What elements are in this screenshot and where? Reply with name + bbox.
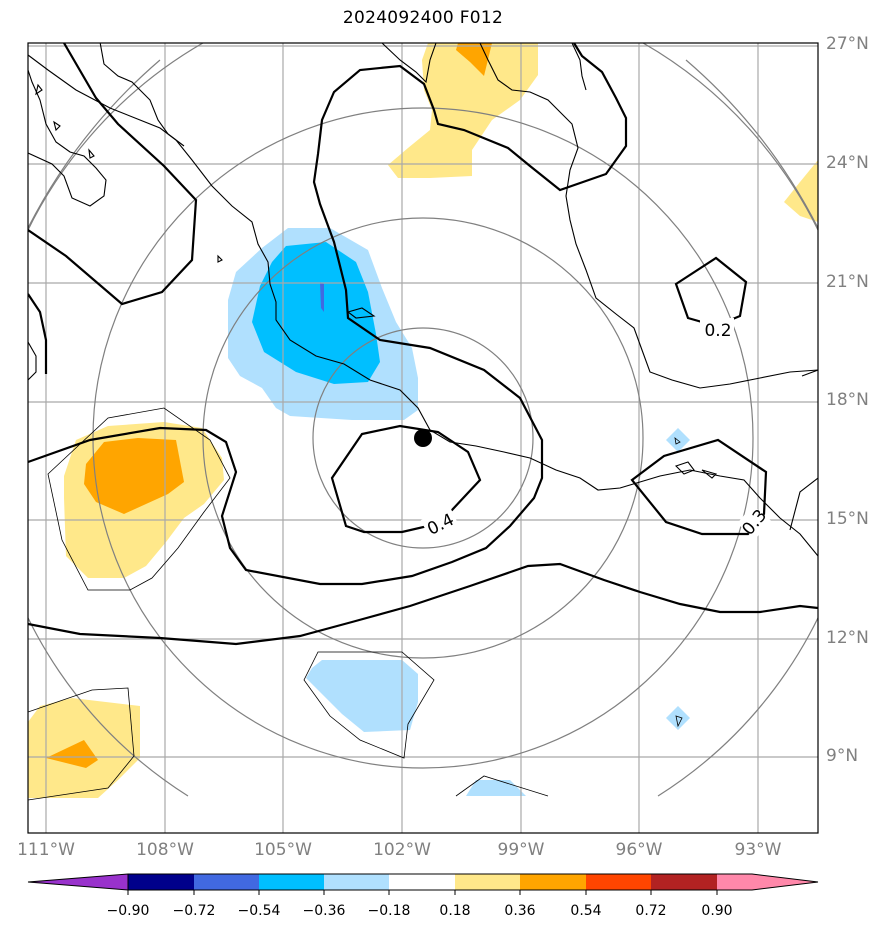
lat-label: 27°N [826, 34, 869, 54]
colorbar-extend-min [28, 874, 128, 890]
negative-area-bottom [466, 780, 526, 796]
coastline [28, 43, 818, 557]
map-title: 2024092400 F012 [342, 8, 504, 28]
graticule [28, 43, 818, 833]
lon-label: 111°W [17, 840, 75, 860]
positive-area-east [784, 160, 818, 222]
colorbar-tick-label: 0.90 [701, 903, 733, 919]
lon-label: 99°W [497, 840, 545, 860]
colorbar-cell [194, 874, 259, 890]
colorbar-tick-label: −0.72 [172, 903, 216, 919]
colorbar-tick-label: 0.36 [504, 903, 536, 919]
shaded-field [28, 43, 818, 798]
colorbar-tick-label: −0.18 [367, 903, 411, 919]
contour-label-bg [737, 505, 771, 539]
negative-core-main [252, 242, 380, 384]
colorbar-tick-label: 0.54 [570, 903, 602, 919]
colorbar-cell [520, 874, 586, 890]
negative-spot-east-2 [666, 706, 690, 730]
lat-label: 21°N [826, 272, 869, 292]
colorbar-cell [389, 874, 455, 890]
colorbar-extend-max [752, 874, 818, 890]
main-contours [28, 43, 818, 646]
thin-contours [28, 407, 683, 801]
range-rings [28, 43, 818, 797]
colorbar-cell [128, 874, 194, 890]
storm-center-marker [414, 429, 432, 447]
positive-core-north [456, 43, 492, 76]
colorbar-tick-label: −0.90 [106, 903, 150, 919]
lon-label: 96°W [615, 840, 663, 860]
lon-label: 108°W [136, 840, 194, 860]
contour-label-bg [420, 506, 460, 540]
positive-core-west [84, 438, 184, 514]
lon-label: 102°W [373, 840, 431, 860]
colorbar-cell [586, 874, 651, 890]
lon-label: 93°W [734, 840, 782, 860]
negative-area-south [306, 660, 418, 732]
lat-label: 18°N [826, 390, 869, 410]
colorbar-cell [717, 874, 752, 890]
lon-label: 105°W [254, 840, 312, 860]
colorbar-tick-label: −0.54 [237, 903, 281, 919]
colorbar-tick-label: 0.18 [439, 903, 471, 919]
lat-label: 15°N [826, 509, 869, 529]
positive-core-southwest [46, 740, 98, 768]
lat-label: 12°N [826, 628, 869, 648]
lat-label: 24°N [826, 153, 869, 173]
map-frame [27, 42, 819, 834]
colorbar [27, 873, 819, 895]
colorbar-cell [324, 874, 389, 890]
colorbar-cell [651, 874, 717, 890]
colorbar-tick-label: −0.36 [302, 903, 346, 919]
colorbar-cell [259, 874, 324, 890]
colorbar-tick-label: 0.72 [635, 903, 667, 919]
lat-label: 9°N [826, 746, 859, 766]
negative-peak-main [320, 282, 324, 312]
contour-label-0-2: 0.2 [704, 321, 731, 341]
contour-label-bg [700, 318, 734, 340]
colorbar-cell [455, 874, 520, 890]
